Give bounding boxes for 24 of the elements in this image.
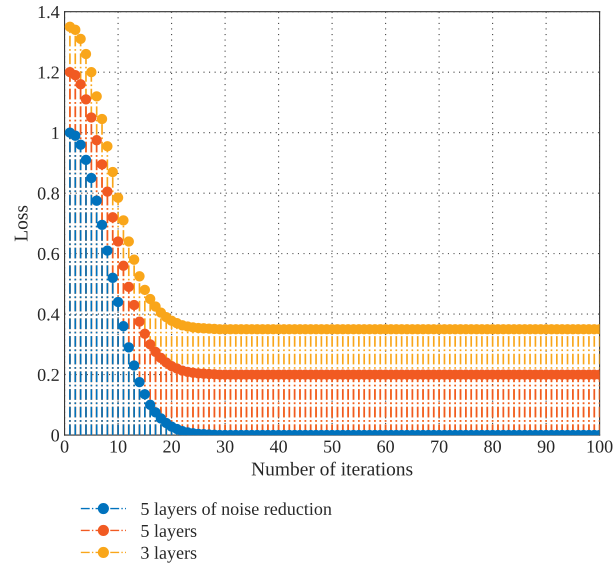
y-tick-label: 1.4 [38, 6, 60, 18]
y-tick-label: 0 [51, 429, 60, 442]
x-tick-label: 80 [484, 440, 501, 453]
x-tick-label: 70 [431, 440, 448, 453]
y-tick-label: 0.2 [38, 368, 59, 382]
x-tick-label: 100 [588, 440, 612, 453]
x-tick-label: 0 [60, 440, 68, 453]
y-axis-title: Loss [14, 206, 28, 242]
x-axis-title: Number of iterations [252, 462, 412, 476]
legend-label: 3 layers [141, 546, 196, 563]
legend-label: 5 layers [141, 524, 196, 541]
x-tick-label: 90 [538, 440, 554, 453]
x-tick-label: 40 [270, 440, 287, 453]
x-tick-label: 10 [110, 440, 126, 453]
y-tick-label: 0.6 [38, 248, 60, 260]
x-tick-label: 20 [163, 440, 180, 453]
x-tick-label: 30 [216, 440, 234, 453]
legend-label: 5 layers of noise reduction [141, 502, 332, 519]
x-tick-label: 50 [324, 440, 340, 453]
x-tick-label: 60 [377, 440, 394, 453]
y-tick-label: 1 [52, 126, 59, 139]
y-tick-label: 0.8 [38, 187, 60, 200]
y-tick-label: 1.2 [38, 66, 59, 79]
y-tick-label: 0.4 [38, 308, 60, 321]
